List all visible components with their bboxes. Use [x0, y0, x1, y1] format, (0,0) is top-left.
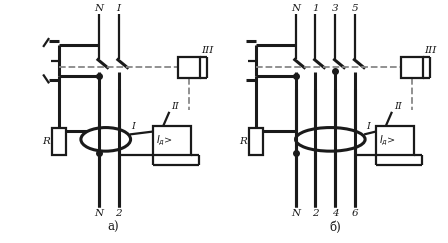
Bar: [376, 126, 414, 155]
Text: R: R: [239, 137, 247, 146]
Text: II: II: [171, 102, 179, 111]
Text: N: N: [291, 209, 300, 218]
Text: N: N: [94, 3, 103, 13]
Text: а): а): [107, 221, 119, 234]
Text: 3: 3: [332, 3, 339, 13]
Text: N: N: [94, 209, 103, 218]
Text: 1: 1: [312, 3, 319, 13]
Text: II: II: [394, 102, 402, 111]
Text: 6: 6: [352, 209, 358, 218]
Ellipse shape: [81, 128, 130, 151]
Bar: [178, 57, 200, 78]
Text: R: R: [42, 137, 50, 146]
Ellipse shape: [296, 128, 365, 151]
Text: 2: 2: [115, 209, 122, 218]
Text: III: III: [424, 46, 436, 55]
Bar: [401, 57, 423, 78]
Text: $I_д$>: $I_д$>: [156, 133, 173, 148]
Text: I: I: [366, 122, 370, 130]
Text: 5: 5: [352, 3, 358, 13]
Text: 4: 4: [332, 209, 339, 218]
Text: III: III: [201, 46, 214, 55]
Text: 2: 2: [312, 209, 319, 218]
Bar: [249, 128, 263, 155]
Text: I: I: [132, 122, 135, 130]
Text: I: I: [116, 3, 121, 13]
Text: $I_д$>: $I_д$>: [379, 133, 396, 148]
Text: N: N: [291, 3, 300, 13]
Bar: [154, 126, 191, 155]
Bar: [52, 128, 66, 155]
Text: б): б): [329, 221, 341, 234]
